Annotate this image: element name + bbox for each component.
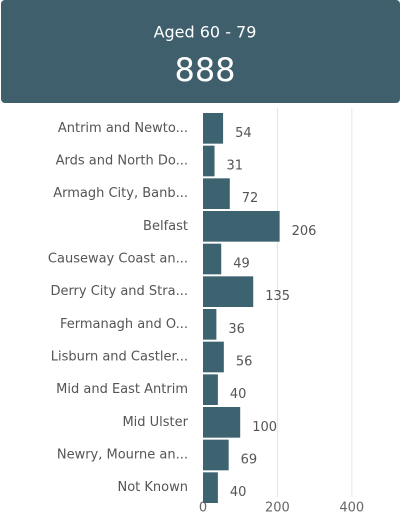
x-tick-label: 0 bbox=[199, 501, 207, 516]
data-label: 40 bbox=[230, 387, 247, 402]
bar bbox=[203, 341, 224, 373]
bar bbox=[203, 113, 224, 144]
bar bbox=[203, 276, 254, 307]
y-tick-label: Armagh City, Banb... bbox=[53, 186, 188, 201]
data-label: 36 bbox=[228, 322, 245, 337]
data-label: 40 bbox=[230, 485, 247, 500]
y-tick-label: Fermanagh and O... bbox=[60, 317, 188, 332]
y-tick-label: Not Known bbox=[118, 480, 189, 495]
bar bbox=[203, 211, 280, 242]
bar bbox=[203, 178, 230, 209]
x-tick-label: 400 bbox=[339, 501, 364, 516]
y-tick-label: Mid and East Antrim bbox=[56, 382, 188, 397]
bar bbox=[203, 407, 241, 438]
bar bbox=[203, 243, 222, 275]
kpi-value: 888 bbox=[174, 51, 235, 89]
kpi-card bbox=[1, 0, 400, 103]
x-tick-label: 200 bbox=[265, 501, 290, 516]
data-label: 31 bbox=[227, 159, 244, 174]
data-label: 54 bbox=[235, 126, 252, 141]
bar bbox=[203, 145, 215, 177]
bar bbox=[203, 439, 229, 471]
y-tick-label: Causeway Coast an... bbox=[48, 252, 188, 267]
data-label: 72 bbox=[242, 191, 259, 206]
y-tick-label: Mid Ulster bbox=[122, 415, 188, 430]
data-label: 49 bbox=[233, 257, 250, 272]
data-label: 135 bbox=[265, 289, 290, 304]
y-tick-label: Newry, Mourne an... bbox=[57, 448, 188, 463]
bar bbox=[203, 472, 218, 503]
data-label: 69 bbox=[241, 453, 258, 468]
data-label: 206 bbox=[292, 224, 317, 239]
y-tick-label: Lisburn and Castler... bbox=[51, 350, 188, 365]
kpi-label: Aged 60 - 79 bbox=[154, 23, 257, 42]
data-label: 100 bbox=[252, 420, 277, 435]
y-tick-label: Derry City and Stra... bbox=[50, 284, 188, 299]
y-tick-label: Antrim and Newto... bbox=[58, 121, 188, 136]
bar bbox=[203, 374, 218, 405]
y-tick-label: Ards and North Do... bbox=[56, 154, 188, 169]
bar bbox=[203, 309, 217, 340]
y-tick-label: Belfast bbox=[143, 219, 188, 234]
data-label: 56 bbox=[236, 355, 253, 370]
